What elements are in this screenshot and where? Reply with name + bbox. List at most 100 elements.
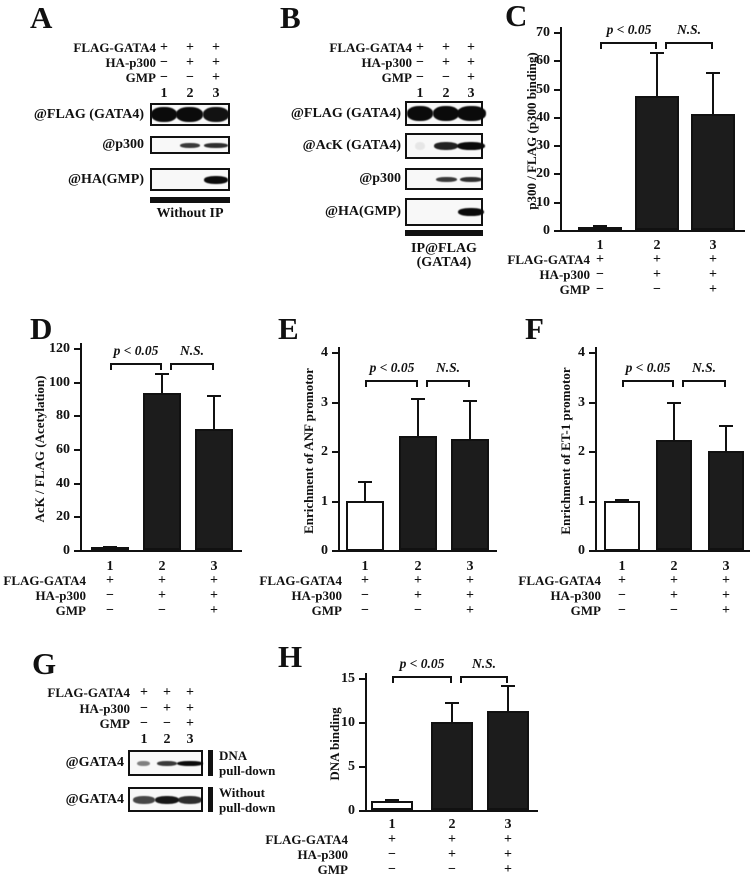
condition-value: − bbox=[670, 603, 678, 618]
condition-value: − bbox=[160, 70, 168, 85]
y-tick-label: 80 bbox=[56, 408, 70, 423]
condition-row-label: FLAG-GATA4 bbox=[507, 252, 590, 267]
condition-value: + bbox=[722, 573, 730, 588]
lane-number: 1 bbox=[596, 238, 604, 253]
lane-number: 1 bbox=[361, 559, 369, 574]
y-tick-label: 1 bbox=[321, 494, 328, 509]
blot-band bbox=[407, 106, 433, 121]
bar bbox=[431, 722, 473, 810]
annotation-label: DNA bbox=[219, 748, 248, 763]
error-bar-cap bbox=[463, 400, 477, 402]
x-axis-line bbox=[365, 810, 538, 812]
sig-bracket-tick bbox=[468, 380, 470, 387]
bar bbox=[371, 801, 413, 810]
lane-number: 3 bbox=[212, 86, 220, 101]
bar bbox=[604, 501, 640, 551]
y-tick bbox=[359, 810, 365, 812]
lane-number: 3 bbox=[186, 732, 194, 747]
panel-letter: A bbox=[30, 0, 53, 35]
condition-value: − bbox=[106, 588, 114, 603]
error-bar-cap bbox=[411, 398, 425, 400]
panel-letter: G bbox=[32, 646, 57, 681]
annotation-bar bbox=[208, 787, 213, 812]
panel-D-bar-chart-acetylation: D AcK / FLAG (Acetylation) 0 20 40 60 80 100 12… bbox=[0, 310, 260, 642]
lane-number: 1 bbox=[140, 732, 148, 747]
error-bar bbox=[469, 400, 471, 439]
condition-value: + bbox=[416, 40, 424, 55]
condition-value: − bbox=[186, 70, 194, 85]
y-tick-label: 0 bbox=[321, 543, 328, 558]
condition-value: + bbox=[466, 573, 474, 588]
sig-bracket bbox=[392, 676, 452, 678]
y-tick-label: 120 bbox=[49, 341, 70, 356]
x-axis-line bbox=[560, 230, 745, 232]
condition-value: + bbox=[212, 55, 220, 70]
blot-band bbox=[155, 796, 179, 804]
y-tick bbox=[74, 348, 80, 350]
y-axis-line bbox=[560, 27, 562, 232]
x-axis-line bbox=[80, 550, 242, 552]
condition-row-label: GMP bbox=[559, 282, 590, 297]
y-tick bbox=[554, 89, 560, 91]
lane-number: 3 bbox=[467, 86, 475, 101]
error-bar-cap bbox=[667, 402, 681, 404]
error-bar bbox=[712, 72, 714, 114]
sig-label: N.S. bbox=[676, 22, 702, 37]
error-bar-cap bbox=[155, 373, 169, 375]
y-tick-label: 4 bbox=[578, 345, 585, 360]
y-tick bbox=[359, 722, 365, 724]
blot-footer-label: IP@FLAG bbox=[411, 241, 477, 256]
y-axis-line bbox=[595, 347, 597, 552]
error-bar-cap bbox=[719, 425, 733, 427]
y-tick bbox=[554, 230, 560, 232]
condition-value: + bbox=[186, 701, 194, 716]
lane-number: 1 bbox=[388, 817, 396, 832]
sig-label: p < 0.05 bbox=[606, 22, 652, 37]
condition-value: + bbox=[210, 603, 218, 618]
sig-label: N.S. bbox=[435, 360, 461, 375]
panel-letter: B bbox=[280, 0, 301, 35]
condition-value: − bbox=[596, 282, 604, 297]
y-tick bbox=[554, 202, 560, 204]
sig-bracket bbox=[110, 363, 162, 365]
bar bbox=[91, 547, 129, 551]
condition-value: − bbox=[416, 70, 424, 85]
panel-letter: C bbox=[505, 0, 528, 33]
panel-B-western-blot-ip-flag: B 1 2 3 FLAG-GATA4 + + + HA-p300− + + GMP − − + @FLAG … bbox=[250, 0, 506, 278]
lane-number: 2 bbox=[670, 559, 678, 574]
condition-value: − bbox=[361, 588, 369, 603]
lane-number: 1 bbox=[416, 86, 424, 101]
y-tick-label: 20 bbox=[56, 509, 70, 524]
condition-value: − bbox=[158, 603, 166, 618]
condition-value: + bbox=[442, 40, 450, 55]
condition-value: − bbox=[448, 862, 456, 877]
y-tick bbox=[332, 352, 338, 354]
condition-value: + bbox=[596, 252, 604, 267]
sig-bracket-tick bbox=[622, 380, 624, 387]
blot-box bbox=[128, 787, 203, 812]
sig-bracket-tick bbox=[416, 380, 418, 387]
y-tick-label: 20 bbox=[536, 166, 550, 181]
y-tick-label: 40 bbox=[536, 110, 550, 125]
y-tick bbox=[74, 516, 80, 518]
blot-box bbox=[405, 168, 483, 190]
error-bar bbox=[507, 685, 509, 711]
blot-box bbox=[150, 136, 230, 154]
panel-G-western-blot-dna-pulldown: G 1 2 3 FLAG-GATA4 + + + HA-p300− + + GMP − − + @GATA4… bbox=[0, 648, 345, 876]
condition-row-label: HA-p300 bbox=[297, 847, 348, 862]
bar bbox=[399, 436, 437, 550]
blot-band bbox=[433, 106, 459, 121]
x-axis-line bbox=[338, 550, 497, 552]
panel-letter: F bbox=[525, 311, 544, 346]
condition-value: + bbox=[504, 847, 512, 862]
annotation-label: pull-down bbox=[219, 763, 276, 778]
sig-bracket-tick bbox=[682, 380, 684, 387]
blot-box bbox=[128, 750, 203, 776]
error-bar bbox=[673, 402, 675, 440]
y-tick-label: 0 bbox=[543, 223, 550, 238]
blot-band bbox=[457, 142, 485, 150]
blot-box bbox=[405, 101, 486, 126]
blot-box bbox=[150, 103, 230, 126]
sig-bracket-tick bbox=[665, 42, 667, 49]
y-tick-label: 0 bbox=[348, 803, 355, 818]
